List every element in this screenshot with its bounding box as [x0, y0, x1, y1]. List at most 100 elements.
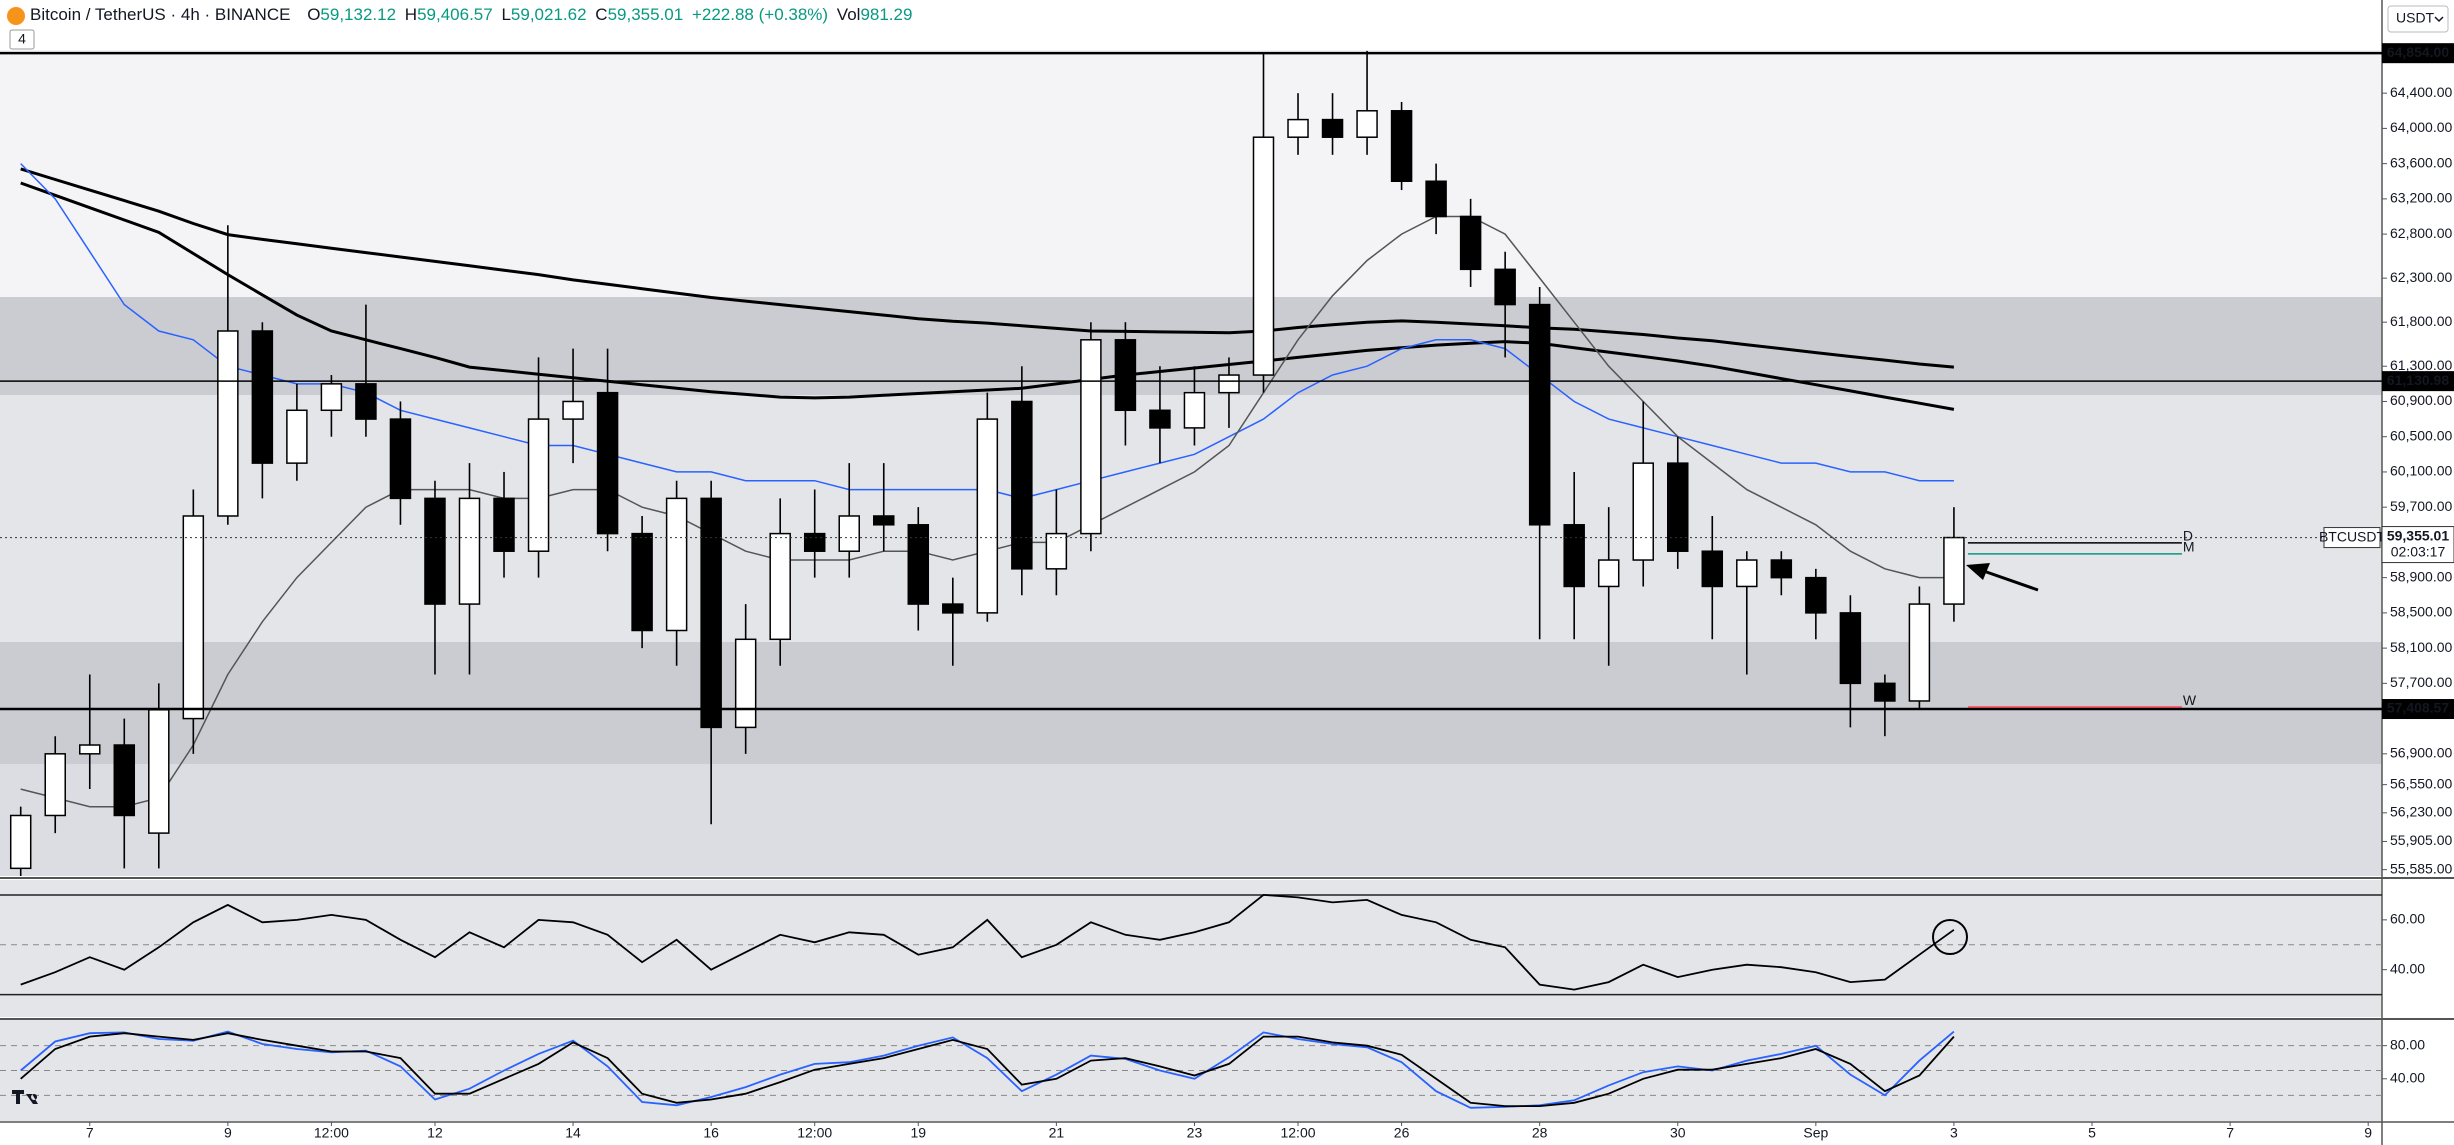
candle-body [596, 391, 619, 535]
price-tag-label: 64,854.00 [2387, 44, 2449, 60]
price-tag-label: 57,408.57 [2387, 700, 2449, 716]
y-tick-label: 40.00 [2390, 960, 2425, 976]
last-price-label: 59,355.01 [2387, 527, 2449, 543]
moving-average [20, 167, 1955, 369]
candle-body [1321, 118, 1344, 138]
candle-body [355, 383, 377, 420]
x-tick-label: 12:00 [1280, 1125, 1315, 1141]
candle-body [769, 532, 791, 641]
x-tick-label: 19 [910, 1125, 926, 1141]
candle-body [493, 497, 515, 552]
candle-body [1356, 110, 1378, 138]
symbol-tag-label: BTCUSDT [2319, 528, 2386, 544]
y-tick-label: 55,585.00 [2390, 860, 2452, 876]
candle-body [1528, 303, 1551, 526]
x-tick-label: 9 [224, 1125, 232, 1141]
candle-body [1218, 374, 1240, 394]
candle-body [1494, 268, 1516, 306]
change: +222.88 (+0.38%) [692, 5, 828, 24]
candle-body [700, 497, 722, 729]
candle-body [1667, 462, 1689, 552]
y-tick-label: 57,700.00 [2390, 674, 2452, 690]
x-tick-label: 5 [2088, 1125, 2096, 1141]
candle-body [803, 532, 826, 552]
symbol[interactable]: Bitcoin / TetherUS · 4h · BINANCE [30, 5, 290, 24]
y-tick-label: 63,200.00 [2390, 190, 2452, 206]
candle-body [148, 709, 170, 834]
candle-body [217, 330, 239, 517]
candle-body [1770, 559, 1793, 579]
x-tick-label: 16 [703, 1125, 719, 1141]
zone [0, 764, 2382, 876]
ohlc-key: O [307, 5, 320, 24]
countdown: 02:03:17 [2391, 543, 2446, 559]
candle-body [873, 515, 895, 526]
y-tick-label: 80.00 [2390, 1036, 2425, 1052]
candle-body [251, 330, 274, 464]
candle-body [527, 418, 550, 552]
x-tick-label: Sep [1803, 1125, 1828, 1141]
x-tick-label: 14 [565, 1125, 581, 1141]
x-tick-label: 12 [427, 1125, 443, 1141]
y-tick-label: 60,500.00 [2390, 427, 2452, 443]
x-tick-label: 26 [1394, 1125, 1410, 1141]
ohlc-key: H [405, 5, 417, 24]
candle-body [458, 497, 481, 605]
candle-body [1390, 110, 1413, 183]
ohlc-value: 59,406.57 [417, 5, 493, 24]
candle-body [1805, 576, 1827, 614]
candle-body [1045, 532, 1068, 570]
y-tick-label: 61,300.00 [2390, 357, 2452, 373]
candle-body [907, 524, 930, 605]
x-tick-label: 9 [2364, 1125, 2372, 1141]
candle-body [1252, 136, 1275, 376]
candle-body [1080, 339, 1102, 535]
y-tick-label: 60.00 [2390, 911, 2425, 927]
last-price-tag [2381, 526, 2454, 564]
indicator-count[interactable]: 4 [18, 31, 26, 47]
x-tick-label: 30 [1670, 1125, 1686, 1141]
candle-body [1736, 559, 1758, 588]
y-tick-label: 59,700.00 [2390, 498, 2452, 514]
candle-body [1597, 559, 1620, 588]
marker-label: W [2183, 692, 2197, 708]
zone [0, 50, 2382, 297]
symbol-icon [7, 7, 25, 25]
price-tag [2382, 699, 2454, 720]
y-tick-label: 55,905.00 [2390, 832, 2452, 848]
logo [12, 1090, 38, 1104]
candle-body [1701, 550, 1724, 588]
y-tick-label: 56,900.00 [2390, 745, 2452, 761]
x-tick-label: 28 [1532, 1125, 1548, 1141]
currency-button[interactable] [2387, 5, 2449, 33]
candle-body [665, 497, 688, 632]
dropdown-chevron[interactable] [2434, 16, 2444, 23]
y-tick-label: 64,000.00 [2390, 119, 2452, 135]
indicator-line [20, 1032, 1955, 1107]
y-tick-label: 61,800.00 [2390, 313, 2452, 329]
zone [0, 642, 2382, 764]
candle-body [1632, 462, 1654, 561]
volume-value: 981.29 [860, 5, 912, 24]
ohlc-key: C [595, 5, 607, 24]
candle-body [838, 515, 860, 552]
currency[interactable]: USDT [2396, 10, 2435, 26]
price-tag [2382, 371, 2454, 392]
ohlc-value: 59,021.62 [511, 5, 587, 24]
candle-body [1563, 524, 1585, 588]
candle-body [562, 400, 584, 420]
indicator-toggle[interactable] [9, 29, 35, 50]
x-tick-label: 21 [1049, 1125, 1065, 1141]
rsi-panel [0, 880, 2382, 1017]
candle-body [734, 638, 757, 729]
y-tick-label: 64,400.00 [2390, 84, 2452, 100]
indicator-line [20, 893, 1955, 991]
candle-body [1425, 180, 1447, 218]
y-tick-label: 56,550.00 [2390, 775, 2452, 791]
price-tag-label: 61,130.98 [2387, 372, 2449, 388]
candle-body [286, 409, 308, 464]
candle-body [942, 603, 964, 614]
candle-body [1874, 682, 1896, 702]
symbol-tag [2323, 527, 2381, 549]
